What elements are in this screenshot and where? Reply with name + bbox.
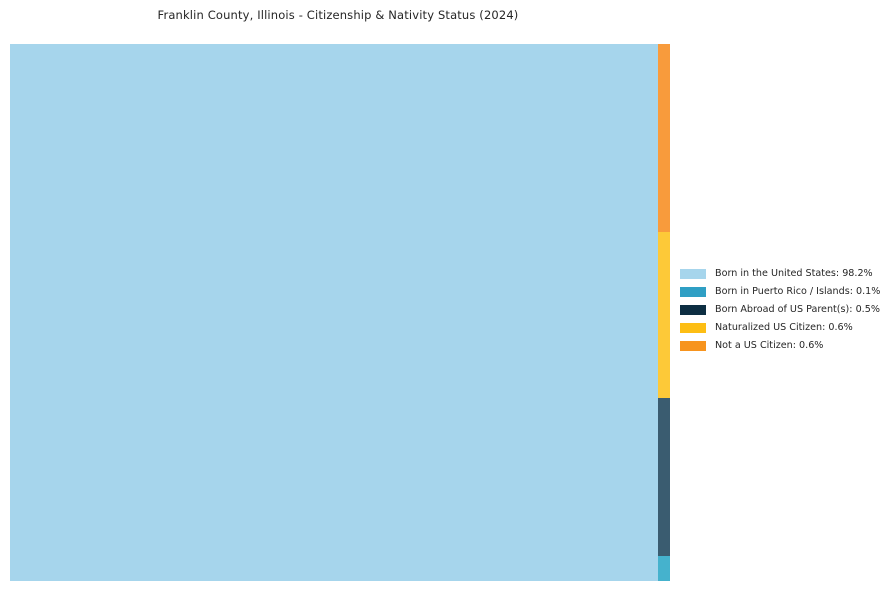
legend-item-naturalized-us-citizen[interactable]: Naturalized US Citizen: 0.6% <box>680 319 880 337</box>
legend-item-label: Born in the United States: 98.2% <box>715 268 873 280</box>
treemap-tile-born-abroad-of-us-parents[interactable] <box>658 398 670 556</box>
treemap-tile-naturalized-us-citizen[interactable] <box>658 232 670 398</box>
legend-item-born-abroad-of-us-parents[interactable]: Born Abroad of US Parent(s): 0.5% <box>680 301 880 319</box>
legend-swatch-icon <box>680 305 706 315</box>
legend-item-label: Not a US Citizen: 0.6% <box>715 340 824 352</box>
treemap-tile-born-in-puerto-rico-islands[interactable] <box>658 556 670 581</box>
chart-legend: Born in the United States: 98.2% Born in… <box>680 265 880 355</box>
treemap-tile-not-a-us-citizen[interactable] <box>658 44 670 232</box>
legend-swatch-icon <box>680 287 706 297</box>
legend-item-born-in-puerto-rico-islands[interactable]: Born in Puerto Rico / Islands: 0.1% <box>680 283 880 301</box>
legend-item-label: Born in Puerto Rico / Islands: 0.1% <box>715 286 881 298</box>
legend-swatch-icon <box>680 341 706 351</box>
page-title: Franklin County, Illinois - Citizenship … <box>157 8 519 22</box>
legend-item-label: Born Abroad of US Parent(s): 0.5% <box>715 304 880 316</box>
legend-swatch-icon <box>680 269 706 279</box>
treemap-tile-born-in-us[interactable] <box>10 44 658 581</box>
legend-swatch-icon <box>680 323 706 333</box>
treemap-plot-area <box>10 44 670 581</box>
legend-item-born-in-us[interactable]: Born in the United States: 98.2% <box>680 265 880 283</box>
legend-item-label: Naturalized US Citizen: 0.6% <box>715 322 853 334</box>
legend-item-not-a-us-citizen[interactable]: Not a US Citizen: 0.6% <box>680 337 880 355</box>
